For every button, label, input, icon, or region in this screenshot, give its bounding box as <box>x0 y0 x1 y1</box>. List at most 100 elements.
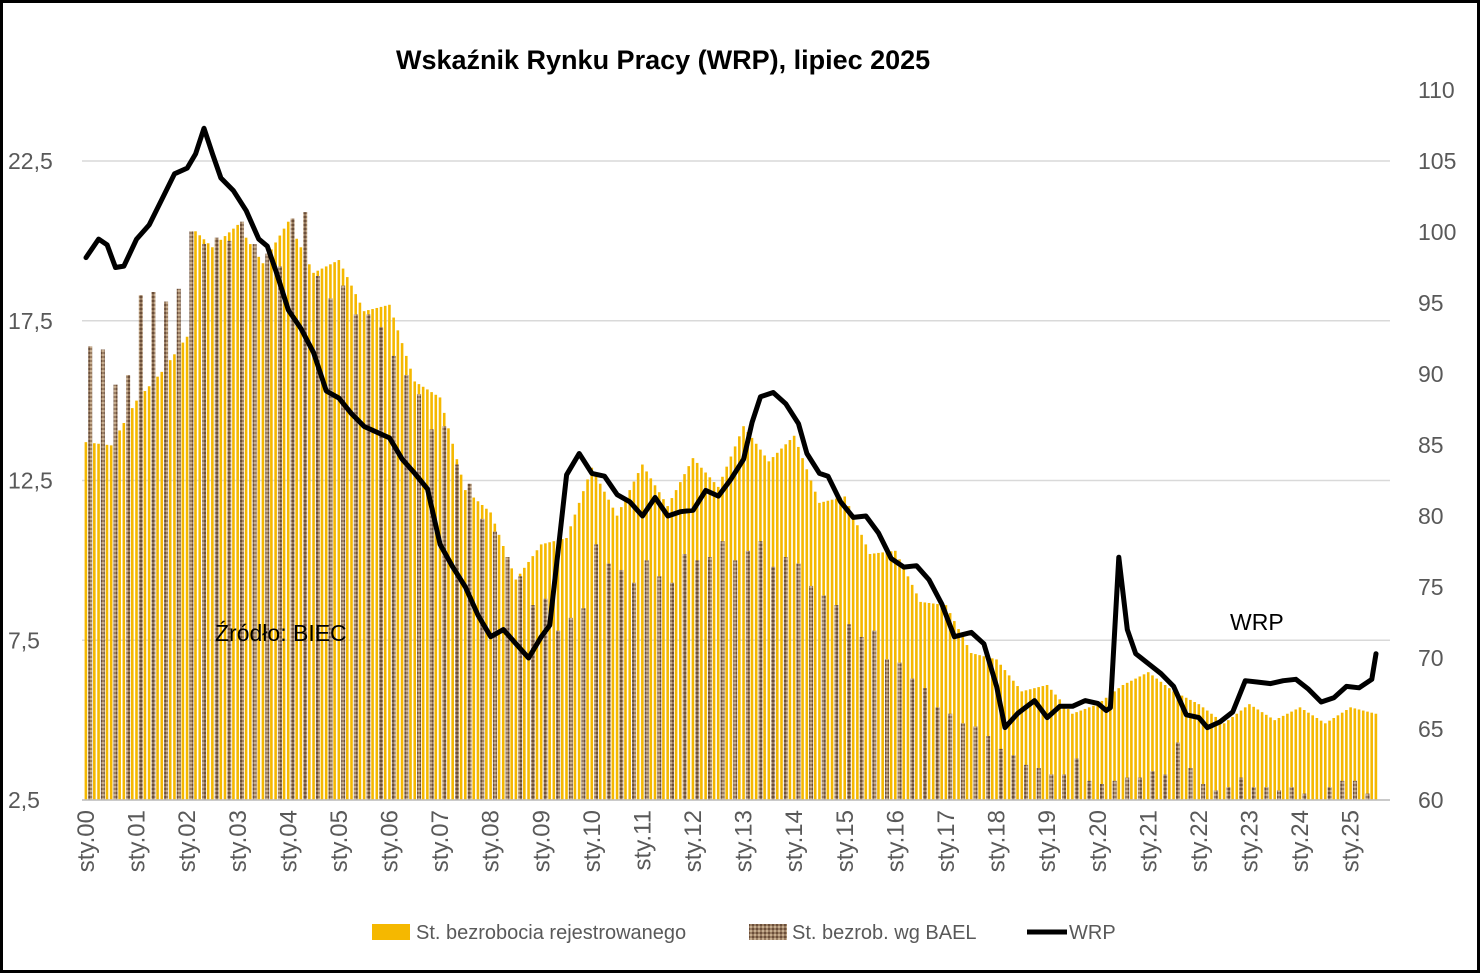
bar-registered <box>1125 682 1129 800</box>
bar-registered <box>653 485 657 800</box>
bar-bael <box>1024 764 1029 800</box>
bar-registered <box>1349 707 1352 800</box>
bar-registered <box>830 499 834 800</box>
bar-bael <box>480 518 485 800</box>
bar-registered <box>986 657 990 800</box>
bar-registered <box>523 567 526 800</box>
bar-registered <box>750 437 754 800</box>
bar-registered <box>388 304 391 800</box>
series-bael-bars <box>88 212 1370 801</box>
bar-registered <box>1328 720 1331 800</box>
bar-registered <box>1315 717 1319 800</box>
x-tick-label: sty.04 <box>275 810 302 872</box>
bar-registered <box>729 456 733 800</box>
bar-bael <box>1251 787 1256 800</box>
bar-bael <box>151 291 156 800</box>
bar-registered <box>295 238 298 800</box>
bar-bael <box>1074 758 1079 800</box>
bar-registered <box>434 394 438 800</box>
bar-registered <box>236 224 239 800</box>
right-tick-label: 110 <box>1418 77 1455 103</box>
bar-bael <box>960 723 965 800</box>
x-tick-label: sty.03 <box>225 810 252 872</box>
bar-registered <box>312 272 315 800</box>
bar-registered <box>1324 723 1327 800</box>
bar-bael <box>847 624 852 800</box>
bar-registered <box>780 448 783 800</box>
bar-registered <box>1332 717 1336 800</box>
bar-registered <box>1142 674 1146 800</box>
bar-registered <box>337 260 341 800</box>
bar-registered <box>1374 713 1378 800</box>
bar-registered <box>953 621 956 800</box>
bar-bael <box>277 266 282 800</box>
bar-bael <box>1137 777 1142 800</box>
bar-registered <box>1353 708 1357 800</box>
wrp-annotation: WRP <box>1230 609 1284 635</box>
x-tick-label: sty.13 <box>731 810 758 872</box>
bar-bael <box>265 253 270 800</box>
x-tick-label: sty.25 <box>1338 810 1365 872</box>
bar-registered <box>1298 707 1302 800</box>
bar-bael <box>568 617 573 800</box>
bar-registered <box>362 311 366 800</box>
bar-registered <box>1357 709 1361 800</box>
legend-label-registered: St. bezrobocia rejestrowanego <box>416 922 686 944</box>
bar-registered <box>944 605 948 800</box>
bar-registered <box>185 336 189 800</box>
right-tick-label: 80 <box>1418 503 1444 529</box>
bar-registered <box>1281 715 1285 800</box>
bar-registered <box>662 499 665 800</box>
bar-bael <box>657 576 662 800</box>
x-tick-label: sty.16 <box>882 810 909 872</box>
bar-registered <box>320 268 324 800</box>
bar-bael <box>1099 784 1104 800</box>
left-tick-label: 12,5 <box>8 468 53 494</box>
bar-registered <box>1311 715 1314 800</box>
bar-registered <box>527 561 530 800</box>
bar-registered <box>84 442 88 800</box>
bar-registered <box>160 371 164 800</box>
bar-registered <box>396 330 400 800</box>
legend: St. bezrobocia rejestrowanego St. bezrob.… <box>372 922 1116 944</box>
bar-registered <box>1121 684 1125 800</box>
bar-bael <box>884 659 889 800</box>
bar-registered <box>1083 708 1087 800</box>
bar-registered <box>826 500 830 800</box>
x-tick-label: sty.09 <box>528 810 555 872</box>
bar-bael <box>442 426 447 800</box>
bar-registered <box>135 400 138 800</box>
x-tick-label: sty.24 <box>1287 810 1314 872</box>
bar-registered <box>611 507 615 800</box>
bar-registered <box>1210 713 1213 800</box>
bar-registered <box>156 376 159 800</box>
bar-bael <box>391 355 396 800</box>
bar-bael <box>1213 790 1218 800</box>
x-tick-label: sty.23 <box>1237 810 1264 872</box>
bar-registered <box>624 498 627 800</box>
bar-registered <box>324 266 328 800</box>
bar-registered <box>1189 699 1192 800</box>
bar-registered <box>969 653 973 800</box>
bar-registered <box>573 514 577 800</box>
bar-registered <box>1092 705 1095 800</box>
bar-bael <box>492 531 497 800</box>
bar-registered <box>641 464 644 800</box>
right-tick-label: 95 <box>1418 290 1444 316</box>
bar-registered <box>577 502 581 800</box>
bar-registered <box>464 490 467 800</box>
bar-registered <box>679 482 682 800</box>
bar-registered <box>1087 707 1091 800</box>
bar-registered <box>1075 712 1078 800</box>
bar-bael <box>1150 771 1155 800</box>
bar-bael <box>1264 787 1269 800</box>
bar-registered <box>805 469 809 800</box>
bar-registered <box>1049 689 1053 800</box>
bar-bael <box>720 541 725 800</box>
x-tick-label: sty.18 <box>984 810 1011 872</box>
bar-bael <box>922 688 927 800</box>
bar-registered <box>223 236 227 800</box>
bar-registered <box>868 553 872 800</box>
bar-registered <box>990 658 994 800</box>
x-tick-label: sty.10 <box>579 810 606 872</box>
